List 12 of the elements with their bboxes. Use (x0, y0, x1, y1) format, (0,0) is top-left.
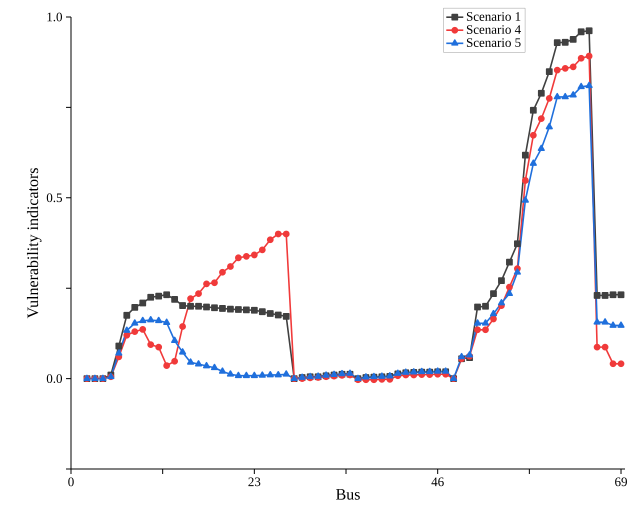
y-tick-label: 0.5 (46, 193, 62, 202)
y-axis-title: Vulnerability indicators (26, 168, 42, 318)
x-tick-label: 69 (615, 478, 627, 486)
legend-label: Scenario 5 (466, 38, 521, 47)
x-tick-label: 0 (68, 478, 74, 486)
x-tick-label: 46 (431, 478, 444, 486)
x-tick-label: 23 (248, 478, 260, 486)
y-tick-label: 0.0 (46, 374, 62, 383)
legend-label: Scenario 1 (466, 12, 520, 21)
x-axis-title: Bus (336, 489, 360, 500)
y-tick-label: 1.0 (47, 12, 62, 22)
legend-label: Scenario 4 (466, 25, 521, 34)
